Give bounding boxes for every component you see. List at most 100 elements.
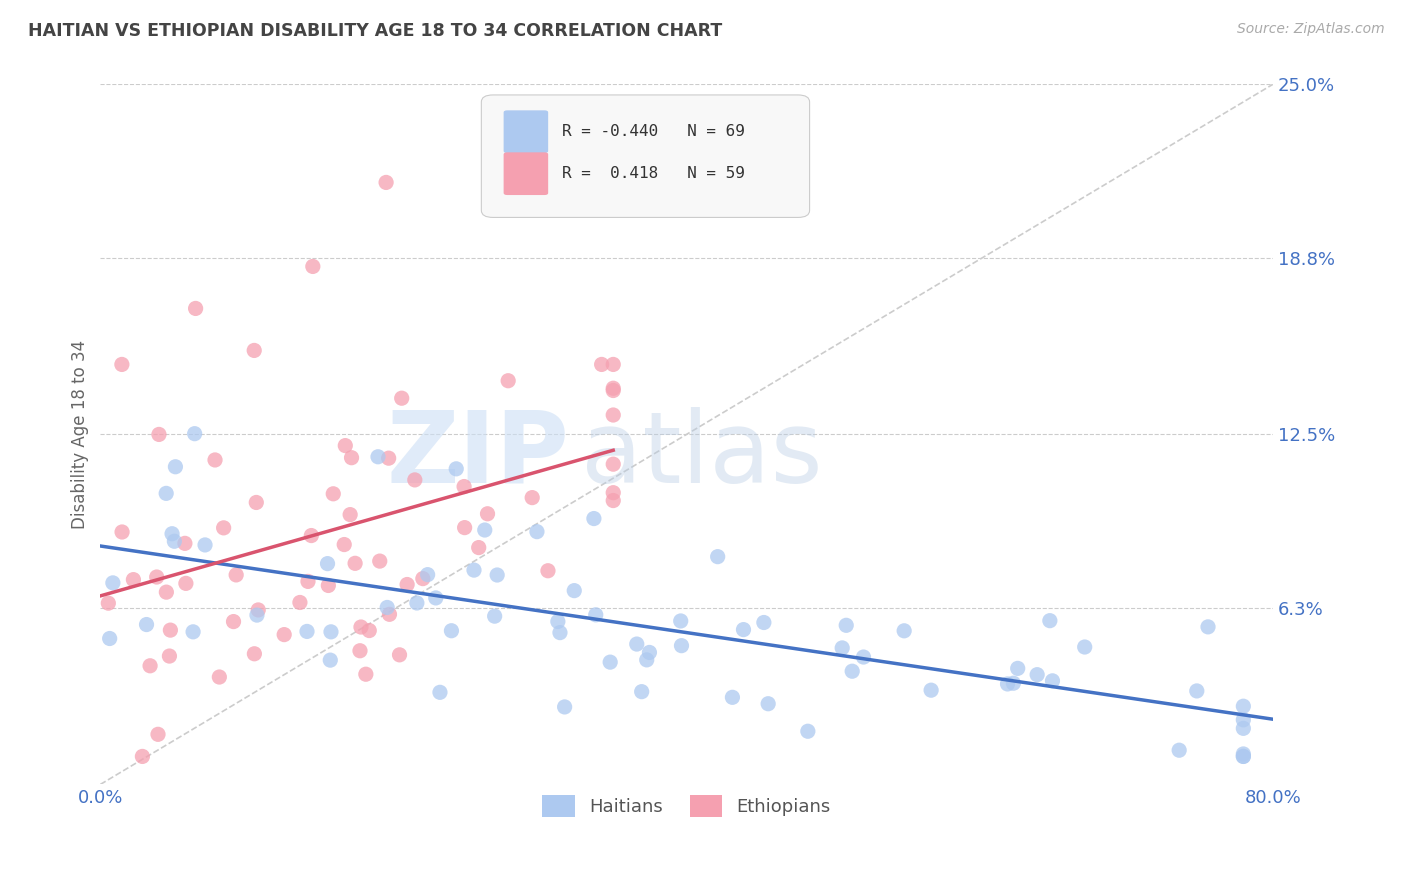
Point	[212, 521, 235, 535]
Point	[301, 260, 323, 274]
Point	[160, 526, 183, 541]
Point	[319, 653, 342, 667]
Point	[638, 645, 661, 659]
Point	[404, 473, 426, 487]
Point	[148, 427, 170, 442]
Text: atlas: atlas	[581, 407, 823, 504]
Point	[1232, 699, 1254, 714]
Point	[375, 176, 398, 190]
Text: ZIP: ZIP	[387, 407, 569, 504]
Point	[145, 570, 167, 584]
Point	[1026, 667, 1049, 681]
Point	[247, 603, 270, 617]
Point	[344, 557, 367, 571]
Point	[184, 301, 207, 316]
Point	[350, 620, 373, 634]
Point	[671, 639, 693, 653]
Point	[602, 358, 624, 372]
Text: Source: ZipAtlas.com: Source: ZipAtlas.com	[1237, 22, 1385, 37]
Point	[135, 617, 157, 632]
Point	[316, 557, 339, 571]
Point	[375, 600, 398, 615]
FancyBboxPatch shape	[503, 153, 548, 195]
Point	[1197, 620, 1219, 634]
Point	[354, 667, 377, 681]
Point	[1073, 640, 1095, 654]
Point	[391, 391, 413, 405]
Point	[548, 625, 571, 640]
Point	[349, 644, 371, 658]
Point	[835, 618, 858, 632]
Point	[626, 637, 648, 651]
Point	[636, 653, 658, 667]
Point	[243, 647, 266, 661]
Text: R =  0.418   N = 59: R = 0.418 N = 59	[562, 166, 745, 181]
Point	[425, 591, 447, 605]
Point	[181, 624, 204, 639]
Point	[997, 677, 1019, 691]
Legend: Haitians, Ethiopians: Haitians, Ethiopians	[534, 788, 838, 824]
Point	[139, 658, 162, 673]
Point	[474, 523, 496, 537]
Point	[222, 615, 245, 629]
Point	[174, 536, 197, 550]
Point	[526, 524, 548, 539]
Point	[630, 684, 652, 698]
Point	[183, 426, 205, 441]
Point	[225, 568, 247, 582]
Point	[243, 343, 266, 358]
Point	[1042, 673, 1064, 688]
Point	[111, 358, 134, 372]
Point	[159, 648, 181, 663]
Point	[208, 670, 231, 684]
Point	[396, 577, 419, 591]
Point	[378, 607, 401, 622]
Point	[602, 485, 624, 500]
Point	[1232, 713, 1254, 727]
Point	[602, 493, 624, 508]
Point	[97, 596, 120, 610]
Point	[322, 487, 344, 501]
Point	[484, 609, 506, 624]
Point	[752, 615, 775, 630]
Point	[562, 583, 585, 598]
Point	[155, 585, 177, 599]
Point	[288, 595, 311, 609]
Text: R = -0.440   N = 69: R = -0.440 N = 69	[562, 124, 745, 139]
Point	[377, 451, 399, 466]
Point	[416, 567, 439, 582]
Point	[429, 685, 451, 699]
Point	[98, 632, 121, 646]
Point	[841, 664, 863, 678]
Point	[1232, 749, 1254, 764]
Point	[756, 697, 779, 711]
Point	[335, 439, 357, 453]
Point	[591, 358, 613, 372]
Point	[339, 508, 361, 522]
Point	[920, 683, 942, 698]
Point	[706, 549, 728, 564]
Point	[669, 614, 692, 628]
Point	[554, 700, 576, 714]
Point	[1002, 676, 1025, 690]
Point	[585, 607, 607, 622]
Point	[405, 596, 427, 610]
Point	[155, 486, 177, 500]
Point	[463, 563, 485, 577]
Point	[721, 690, 744, 705]
Point	[440, 624, 463, 638]
Point	[101, 575, 124, 590]
Point	[159, 623, 181, 637]
Point	[204, 453, 226, 467]
Point	[163, 534, 186, 549]
Point	[1007, 661, 1029, 675]
FancyBboxPatch shape	[503, 111, 548, 153]
Point	[122, 573, 145, 587]
Point	[582, 511, 605, 525]
Point	[547, 615, 569, 629]
Point	[297, 574, 319, 589]
Point	[1185, 684, 1208, 698]
Point	[1232, 749, 1254, 764]
Point	[318, 578, 340, 592]
Point	[467, 541, 489, 555]
